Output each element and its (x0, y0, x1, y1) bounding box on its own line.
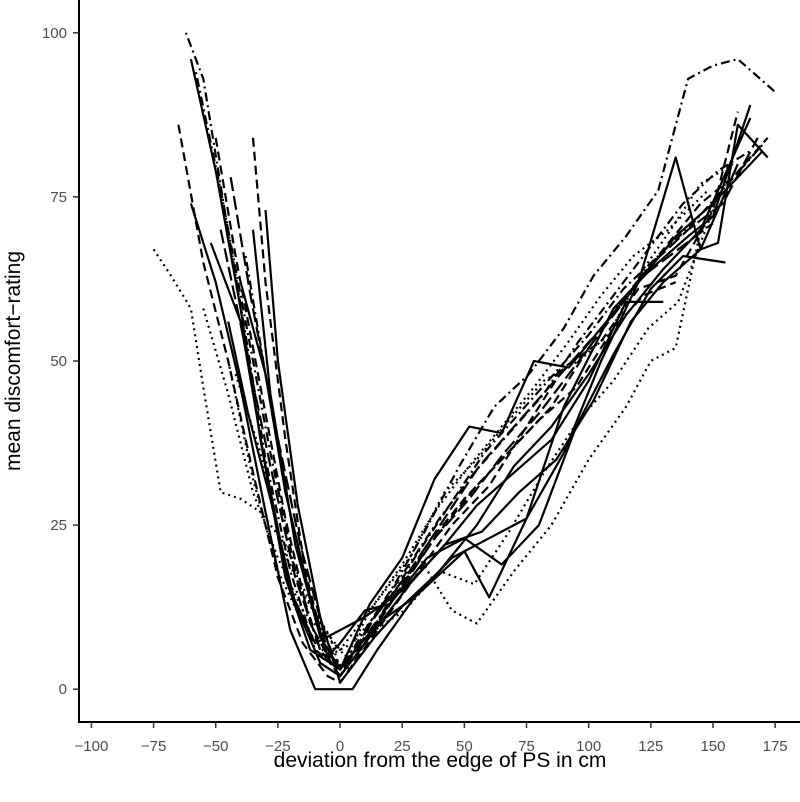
series-line-7 (264, 117, 752, 684)
series-line-18 (219, 137, 759, 678)
x-tick-label: −25 (265, 738, 290, 755)
series-line-9 (251, 137, 769, 678)
y-axis-title: mean discomfort−rating (2, 251, 25, 471)
plot-lines (152, 32, 776, 691)
y-tick-label: 75 (50, 189, 67, 206)
x-tick-label: 25 (394, 738, 411, 755)
x-tick-label: −50 (203, 738, 228, 755)
x-tick-label: 175 (763, 738, 788, 755)
y-ticks: 0 25 50 75 100 (42, 25, 79, 698)
x-axis-title: deviation from the edge of PS in cm (274, 749, 607, 772)
x-tick-label: −75 (141, 738, 166, 755)
x-tick-label: 150 (700, 738, 725, 755)
series-line-15 (184, 32, 776, 671)
series-line-13 (202, 189, 709, 651)
x-tick-label: 125 (638, 738, 663, 755)
x-ticks: −100 −75 −50 −25 0 25 50 75 100 125 150 175 (75, 722, 788, 755)
y-tick-label: 0 (59, 681, 67, 698)
series-line-14 (234, 209, 715, 658)
series-line-1 (189, 104, 752, 691)
series-line-8 (177, 111, 739, 684)
x-tick-label: 50 (456, 738, 473, 755)
series-line-12 (227, 183, 727, 658)
x-tick-label: 100 (576, 738, 601, 755)
series-line-17 (244, 143, 764, 671)
y-tick-label: 50 (50, 353, 67, 370)
series-line-4 (227, 163, 739, 678)
x-tick-label: 75 (518, 738, 535, 755)
x-tick-label: 0 (336, 738, 344, 755)
y-tick-label: 100 (42, 25, 67, 42)
series-line-6 (251, 123, 769, 671)
y-tick-label: 25 (50, 517, 67, 534)
x-tick-label: −100 (75, 738, 109, 755)
series-line-19 (229, 177, 714, 671)
